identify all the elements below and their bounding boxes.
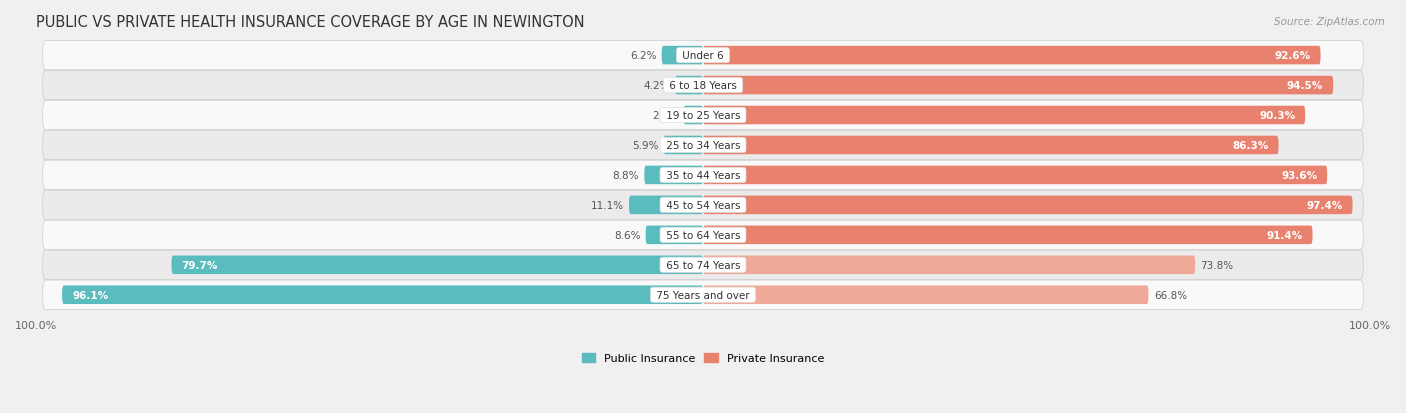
FancyBboxPatch shape bbox=[644, 166, 703, 185]
Text: 65 to 74 Years: 65 to 74 Years bbox=[662, 260, 744, 270]
Text: 73.8%: 73.8% bbox=[1201, 260, 1233, 270]
Text: 6.2%: 6.2% bbox=[630, 51, 657, 61]
Text: 79.7%: 79.7% bbox=[181, 260, 218, 270]
FancyBboxPatch shape bbox=[42, 131, 1364, 160]
Text: 75 Years and over: 75 Years and over bbox=[652, 290, 754, 300]
FancyBboxPatch shape bbox=[42, 280, 1364, 310]
Text: 92.6%: 92.6% bbox=[1274, 51, 1310, 61]
Text: 97.4%: 97.4% bbox=[1306, 200, 1343, 210]
Text: 66.8%: 66.8% bbox=[1154, 290, 1187, 300]
FancyBboxPatch shape bbox=[703, 196, 1353, 215]
FancyBboxPatch shape bbox=[703, 47, 1320, 65]
FancyBboxPatch shape bbox=[703, 256, 1195, 274]
Text: 90.3%: 90.3% bbox=[1258, 111, 1295, 121]
Text: PUBLIC VS PRIVATE HEALTH INSURANCE COVERAGE BY AGE IN NEWINGTON: PUBLIC VS PRIVATE HEALTH INSURANCE COVER… bbox=[37, 15, 585, 30]
FancyBboxPatch shape bbox=[42, 251, 1364, 280]
FancyBboxPatch shape bbox=[703, 286, 1149, 304]
Text: 93.6%: 93.6% bbox=[1281, 171, 1317, 180]
Text: 35 to 44 Years: 35 to 44 Years bbox=[662, 171, 744, 180]
FancyBboxPatch shape bbox=[703, 76, 1333, 95]
FancyBboxPatch shape bbox=[683, 107, 703, 125]
FancyBboxPatch shape bbox=[42, 161, 1364, 190]
Text: 8.8%: 8.8% bbox=[613, 171, 638, 180]
Text: Source: ZipAtlas.com: Source: ZipAtlas.com bbox=[1274, 17, 1385, 26]
Text: 45 to 54 Years: 45 to 54 Years bbox=[662, 200, 744, 210]
Text: 96.1%: 96.1% bbox=[72, 290, 108, 300]
FancyBboxPatch shape bbox=[703, 136, 1278, 155]
FancyBboxPatch shape bbox=[664, 136, 703, 155]
Text: 8.6%: 8.6% bbox=[614, 230, 640, 240]
FancyBboxPatch shape bbox=[42, 41, 1364, 71]
FancyBboxPatch shape bbox=[703, 166, 1327, 185]
Text: 2.9%: 2.9% bbox=[652, 111, 678, 121]
FancyBboxPatch shape bbox=[645, 226, 703, 244]
FancyBboxPatch shape bbox=[675, 76, 703, 95]
Text: 91.4%: 91.4% bbox=[1267, 230, 1302, 240]
FancyBboxPatch shape bbox=[62, 286, 703, 304]
FancyBboxPatch shape bbox=[172, 256, 703, 274]
Text: 19 to 25 Years: 19 to 25 Years bbox=[662, 111, 744, 121]
FancyBboxPatch shape bbox=[703, 107, 1305, 125]
FancyBboxPatch shape bbox=[42, 191, 1364, 220]
FancyBboxPatch shape bbox=[42, 101, 1364, 131]
FancyBboxPatch shape bbox=[42, 221, 1364, 250]
Text: 94.5%: 94.5% bbox=[1286, 81, 1323, 91]
FancyBboxPatch shape bbox=[628, 196, 703, 215]
Text: Under 6: Under 6 bbox=[679, 51, 727, 61]
Text: 5.9%: 5.9% bbox=[631, 140, 658, 151]
FancyBboxPatch shape bbox=[42, 71, 1364, 100]
Text: 86.3%: 86.3% bbox=[1232, 140, 1268, 151]
Text: 6 to 18 Years: 6 to 18 Years bbox=[666, 81, 740, 91]
FancyBboxPatch shape bbox=[662, 47, 703, 65]
Text: 55 to 64 Years: 55 to 64 Years bbox=[662, 230, 744, 240]
FancyBboxPatch shape bbox=[703, 226, 1313, 244]
Legend: Public Insurance, Private Insurance: Public Insurance, Private Insurance bbox=[578, 349, 828, 368]
Text: 25 to 34 Years: 25 to 34 Years bbox=[662, 140, 744, 151]
Text: 4.2%: 4.2% bbox=[643, 81, 669, 91]
Text: 11.1%: 11.1% bbox=[591, 200, 624, 210]
